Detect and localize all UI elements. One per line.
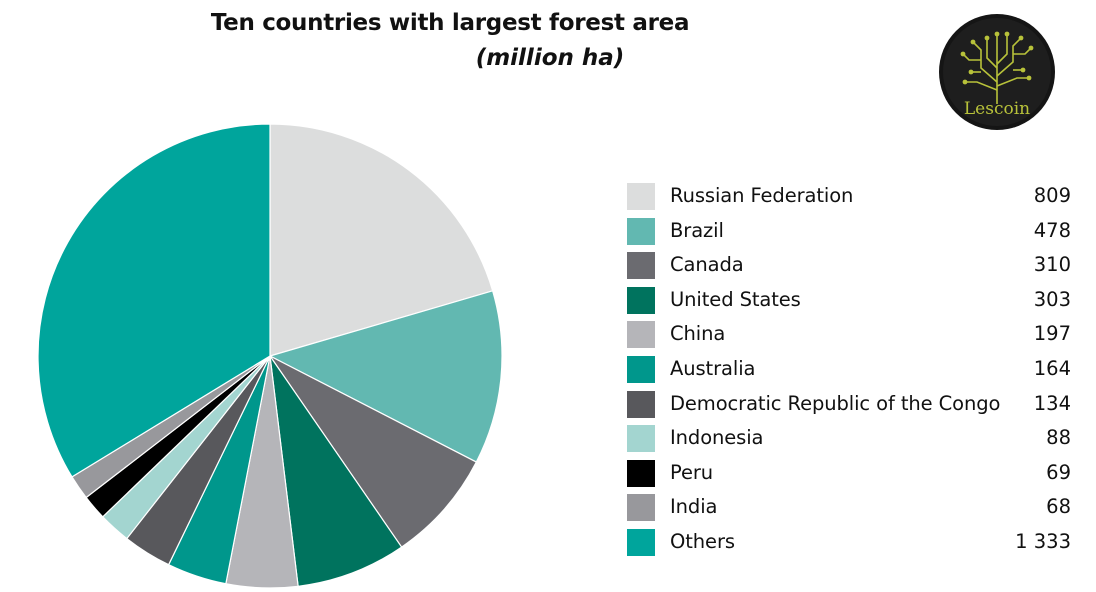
legend-label: Brazil [670, 218, 724, 242]
legend-value: 1 333 [1015, 529, 1071, 553]
legend-label: Democratic Republic of the Congo [670, 391, 1001, 415]
legend-value: 88 [1046, 426, 1071, 450]
legend-item-democratic-republic-of-the-congo: Democratic Republic of the Congo 134 [627, 388, 1077, 423]
chart-subtitle: (million ha) [475, 45, 625, 71]
logo-text: Lescoin [964, 99, 1030, 119]
legend-swatch [627, 459, 655, 487]
legend-swatch [627, 425, 655, 453]
legend-item-australia: Australia 164 [627, 353, 1077, 388]
legend-item-united-states: United States 303 [627, 284, 1077, 319]
legend-swatch [627, 217, 655, 245]
legend-value: 134 [1033, 391, 1071, 415]
legend-value: 303 [1033, 287, 1071, 311]
legend-value: 164 [1033, 356, 1071, 380]
pie-slice-canada [269, 355, 477, 548]
legend-value: 310 [1033, 253, 1071, 277]
pie-chart [37, 123, 503, 589]
legend-swatch [627, 321, 655, 349]
legend-label: Others [670, 529, 735, 553]
legend-value: 68 [1046, 495, 1071, 519]
legend-value: 809 [1033, 184, 1071, 207]
pie-slice-united-states [269, 355, 403, 587]
lescoin-logo: Lescoin [939, 14, 1055, 130]
legend-swatch [627, 494, 655, 522]
legend-label: Peru [670, 460, 714, 484]
legend-item-others: Others 1 333 [627, 526, 1077, 561]
legend-swatch [627, 252, 655, 280]
legend-value: 69 [1046, 460, 1071, 484]
legend-label: Australia [670, 356, 756, 380]
legend-label: China [670, 322, 726, 346]
legend-item-canada: Canada 310 [627, 249, 1077, 284]
legend-item-russian-federation: Russian Federation 809 [627, 180, 1077, 215]
legend-swatch [627, 355, 655, 383]
pie-slice-russian-federation [269, 123, 494, 357]
legend-item-indonesia: Indonesia 88 [627, 422, 1077, 457]
chart-legend: Russian Federation 809 Brazil 478 Canada 310 U… [627, 180, 1077, 561]
legend-item-brazil: Brazil 478 [627, 215, 1077, 250]
legend-value: 197 [1033, 322, 1071, 346]
legend-value: 478 [1033, 218, 1071, 242]
legend-item-india: India 68 [627, 491, 1077, 526]
logo-tree-icon [962, 34, 1032, 104]
pie-slice-others [37, 123, 271, 478]
legend-label: United States [670, 287, 801, 311]
legend-swatch [627, 286, 655, 314]
legend-item-china: China 197 [627, 318, 1077, 353]
legend-label: Indonesia [670, 426, 764, 450]
legend-item-peru: Peru 69 [627, 457, 1077, 492]
legend-swatch [627, 528, 655, 556]
legend-label: Russian Federation [670, 184, 854, 207]
legend-label: Canada [670, 253, 744, 277]
chart-title: Ten countries with largest forest area [210, 10, 690, 36]
logo-node-dots [960, 31, 1034, 85]
legend-swatch [627, 183, 655, 210]
legend-swatch [627, 390, 655, 418]
pie-slice-brazil [269, 290, 503, 463]
legend-label: India [670, 495, 718, 519]
